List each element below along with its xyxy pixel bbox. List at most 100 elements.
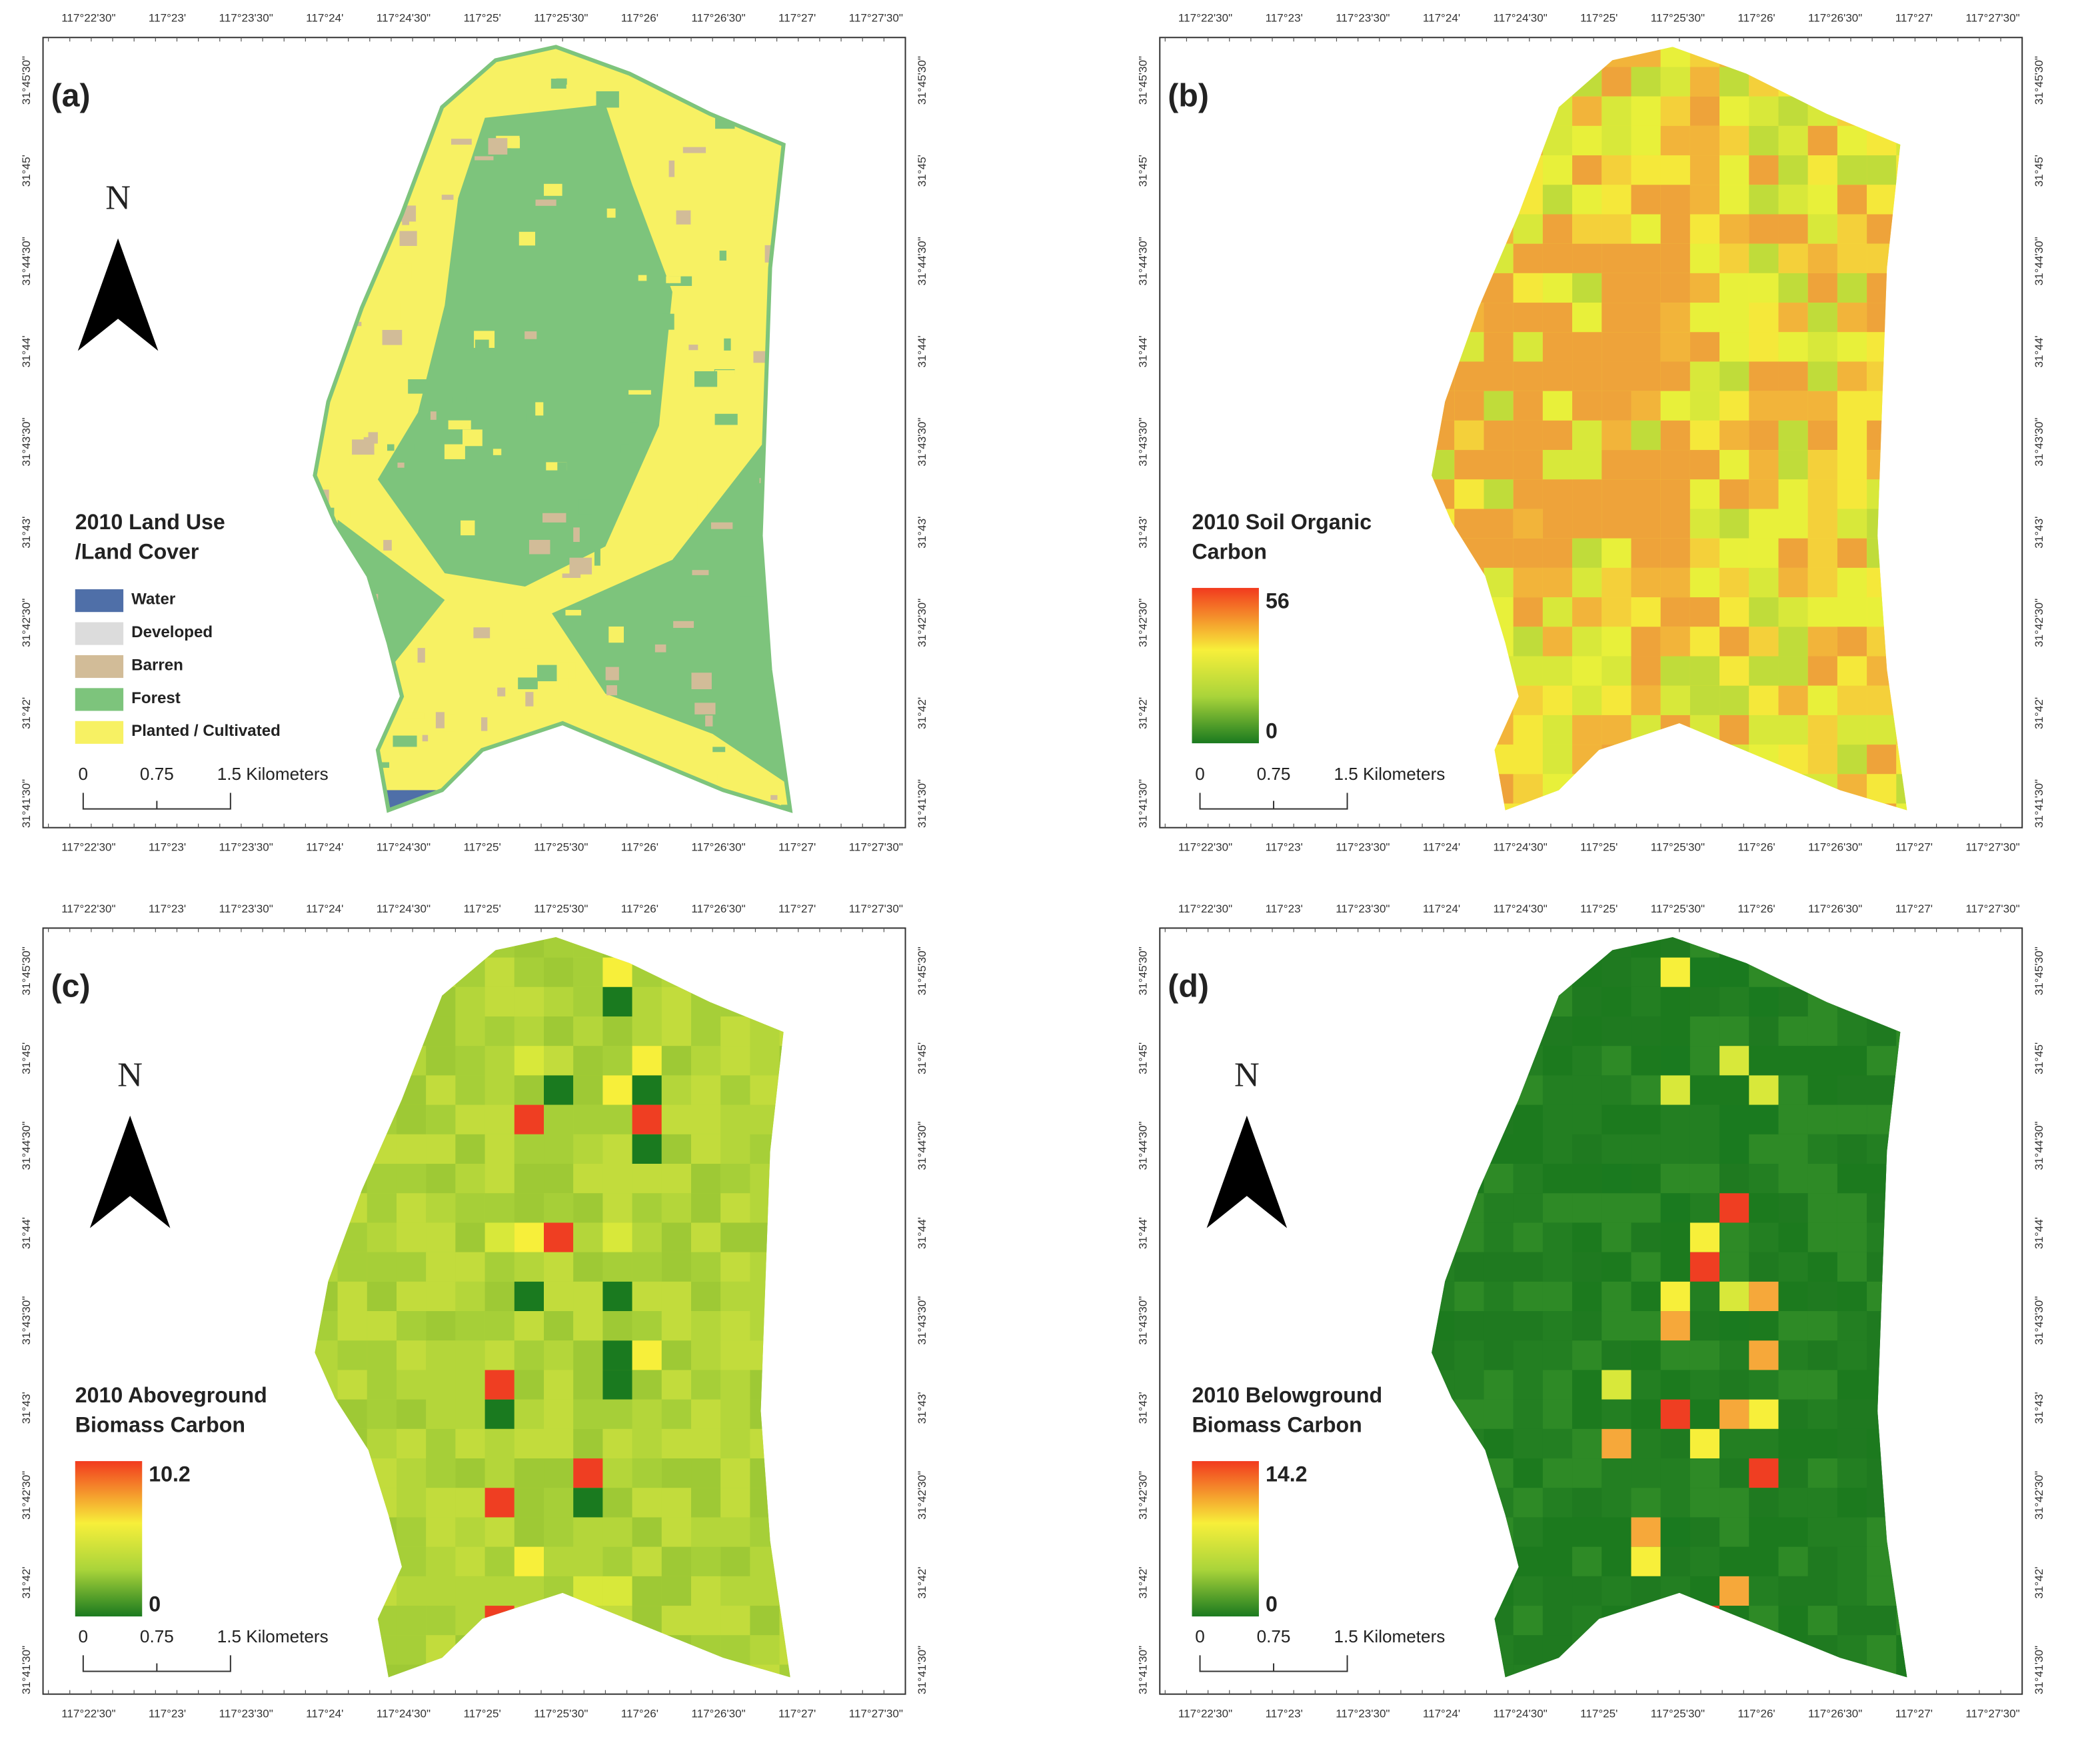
y-coordinate-label: 31°42'30" [916,599,928,647]
raster-cell [1601,1311,1631,1341]
raster-cell [1513,214,1543,244]
landcover-patch [606,685,617,696]
x-coordinate-label: 117°25'30" [1651,1707,1705,1720]
raster-cell [514,1046,544,1076]
raster-cell [1689,1075,1720,1105]
raster-cell [1631,685,1661,715]
raster-cell [1807,420,1837,451]
raster-cell [632,986,662,1017]
raster-cell [1601,538,1631,568]
raster-cell [544,1458,574,1488]
scale-bar [82,1655,231,1672]
raster-cell [426,1458,456,1488]
raster-cell [1807,332,1837,362]
raster-cell [1542,420,1573,451]
raster-cell [602,1016,632,1046]
raster-cell [573,957,603,987]
raster-cell [1631,1046,1661,1076]
raster-cell [1778,1458,1808,1488]
raster-cell [1749,1134,1779,1164]
raster-cell [1660,185,1690,215]
y-coordinate-label: 31°42' [916,697,928,729]
raster-cell [1601,1016,1631,1046]
raster-cell [1601,1546,1631,1576]
raster-cell [1749,1281,1779,1312]
raster-cell [1837,715,1867,745]
raster-cell [1867,185,1897,215]
x-coordinate-label: 117°26'30" [1808,12,1862,25]
raster-cell [1778,155,1808,185]
raster-cell [514,1399,544,1429]
raster-cell [1778,567,1808,598]
landcover-patch [740,596,754,610]
raster-cell [1719,1252,1749,1282]
raster-cell [396,1134,427,1164]
raster-cell [1778,1222,1808,1252]
raster-cell [1719,509,1749,539]
raster-cell [1896,803,1907,811]
raster-cell [1719,273,1749,303]
raster-cell [1572,243,1602,273]
raster-cell [573,1046,603,1076]
raster-cell [396,1311,427,1341]
raster-cell [1749,656,1779,686]
raster-cell [691,1075,721,1105]
raster-cell [485,1075,515,1105]
raster-cell [1513,1311,1543,1341]
raster-cell [1837,597,1867,627]
raster-cell [602,1046,632,1076]
raster-cell [1837,1252,1867,1282]
raster-cell [602,1075,632,1105]
raster-cell [1601,1576,1631,1606]
x-coordinate-label: 117°26'30" [1808,902,1862,915]
landcover-patch [391,303,401,321]
raster-cell [1749,1428,1779,1459]
raster-cell [1631,1517,1661,1547]
raster-cell [1542,303,1573,333]
raster-cell [632,1016,662,1046]
raster-cell [1749,1458,1779,1488]
raster-cell [426,1546,456,1576]
raster-cell [367,1193,397,1223]
raster-cell [1719,479,1749,509]
raster-cell [1601,1046,1631,1076]
raster-cell [632,1428,662,1459]
raster-cell [1719,391,1749,421]
raster-cell [1807,273,1837,303]
raster-cell [1572,1193,1602,1223]
raster-cell [1631,567,1661,598]
raster-cell [1837,479,1867,509]
x-coordinate-label: 117°24'30" [1493,902,1547,915]
raster-cell [720,1193,750,1223]
raster-cell [367,1164,397,1194]
raster-cell [514,1193,544,1223]
x-coordinate-label: 117°25' [463,12,501,25]
raster-cell [1542,155,1573,185]
raster-cell [691,1606,721,1636]
raster-cell [632,1046,662,1076]
raster-cell [1601,1193,1631,1223]
raster-cell [691,1340,721,1370]
raster-cell [1807,1399,1837,1429]
raster-cell [1572,155,1602,185]
legend-swatch [75,622,124,645]
x-coordinate-label: 117°24' [306,1707,343,1720]
raster-cell [1513,656,1543,686]
legend-title: 2010 Aboveground [75,1383,267,1407]
raster-cell [544,986,574,1017]
raster-cell [1719,1370,1749,1400]
y-coordinate-label: 31°45' [1137,155,1150,187]
x-coordinate-label: 117°23' [149,12,186,25]
raster-cell [602,1104,632,1134]
raster-cell [455,986,485,1017]
raster-cell [396,1635,427,1665]
raster-cell [1807,1281,1837,1312]
raster-cell [661,1016,692,1046]
x-coordinate-label: 117°27' [1895,902,1933,915]
landcover-patch [352,439,375,455]
landcover-patch [662,313,674,330]
raster-cell [602,1546,632,1576]
raster-cell [1749,1488,1779,1518]
raster-cell [1542,1546,1573,1576]
